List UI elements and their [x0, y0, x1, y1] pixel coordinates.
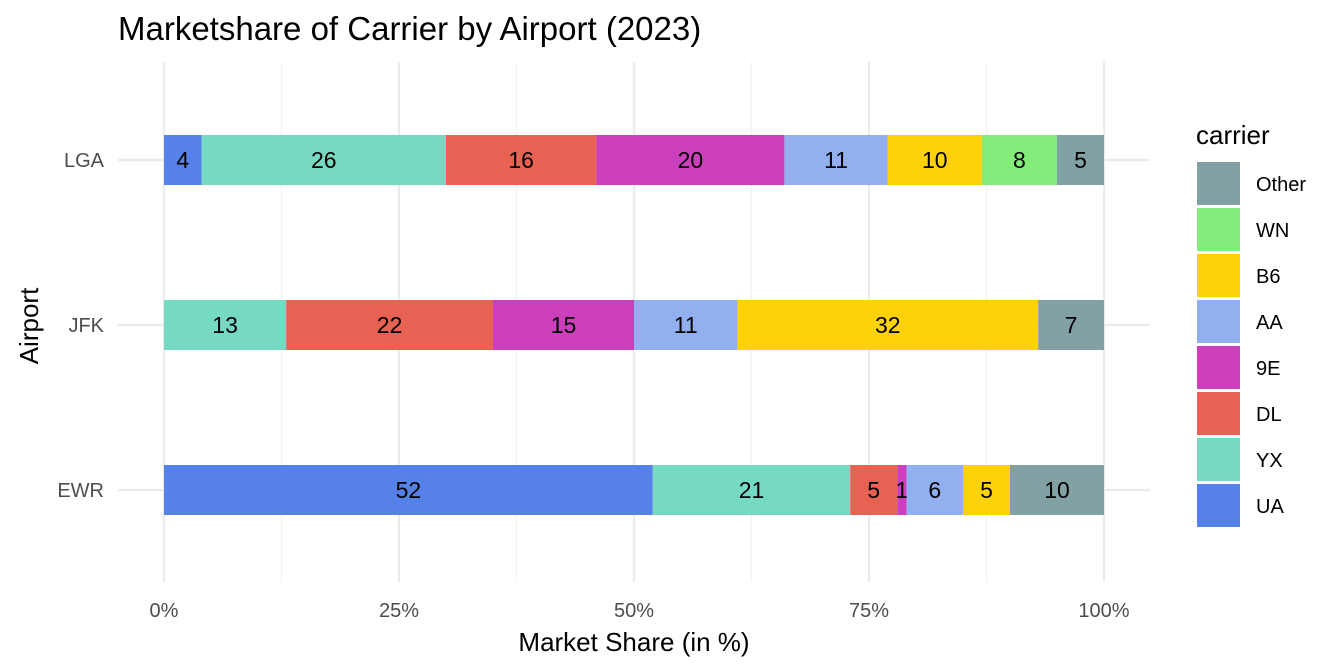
bar-label-lga-dl: 16 [508, 147, 534, 173]
legend-swatch-aa [1197, 300, 1240, 343]
y-tick-label-ewr: EWR [57, 480, 104, 502]
bar-jfk-9e [493, 300, 634, 350]
bar-label-jfk-yx: 13 [212, 312, 238, 338]
bar-lga-wn [981, 135, 1057, 185]
x-axis-ticks: 0% 25% 50% 75% 100% [150, 600, 1130, 622]
bar-label-ewr-9e: 1 [896, 477, 909, 503]
legend: carrier Other WN B6 AA 9E DL YX UA [1196, 120, 1306, 527]
bar-label-ewr-b6: 5 [980, 477, 993, 503]
chart-title: Marketshare of Carrier by Airport (2023) [118, 10, 701, 47]
y-tick-label-jfk: JFK [68, 315, 104, 337]
bar-ewr-aa [906, 465, 963, 515]
bar-label-jfk-b6: 32 [875, 312, 901, 338]
bar-label-ewr-yx: 21 [739, 477, 765, 503]
legend-label-yx: YX [1256, 450, 1283, 472]
bar-label-jfk-9e: 15 [551, 312, 577, 338]
bar-label-ewr-other: 10 [1044, 477, 1070, 503]
legend-title: carrier [1196, 120, 1270, 150]
legend-swatch-yx [1197, 438, 1240, 481]
legend-label-9e: 9E [1256, 358, 1280, 380]
bar-label-jfk-dl: 22 [377, 312, 403, 338]
bar-ewr-ua [164, 465, 653, 515]
bar-label-lga-yx: 26 [311, 147, 337, 173]
legend-label-dl: DL [1256, 404, 1282, 426]
bar-lga-dl [446, 135, 597, 185]
bars: 4 26 16 20 11 10 8 513 22 15 11 32 752 21 5 1 6 5 10 [164, 135, 1104, 515]
legend-label-b6: B6 [1256, 266, 1280, 288]
bar-label-lga-aa: 11 [824, 147, 848, 173]
bar-ewr-b6 [963, 465, 1010, 515]
bar-label-ewr-aa: 6 [928, 477, 941, 503]
legend-label-wn: WN [1256, 220, 1289, 242]
bar-ewr-9e [897, 465, 907, 515]
legend-swatch-dl [1197, 392, 1240, 435]
x-tick-label: 50% [614, 600, 654, 622]
bar-lga-b6 [887, 135, 982, 185]
bar-ewr-dl [850, 465, 898, 515]
x-tick-label: 0% [150, 600, 179, 622]
bar-label-lga-b6: 10 [922, 147, 948, 173]
bar-ewr-yx [652, 465, 851, 515]
bar-jfk-b6 [737, 300, 1039, 350]
bar-jfk-aa [634, 300, 738, 350]
x-tick-label: 75% [849, 600, 889, 622]
legend-swatch-ua [1197, 484, 1240, 527]
legend-label-other: Other [1256, 174, 1306, 196]
bar-label-ewr-ua: 52 [396, 477, 422, 503]
legend-label-ua: UA [1256, 496, 1284, 518]
bar-lga-ua [164, 135, 202, 185]
legend-label-aa: AA [1256, 312, 1283, 334]
bar-jfk-dl [286, 300, 493, 350]
x-axis-title: Market Share (in %) [518, 627, 749, 657]
bar-label-lga-other: 5 [1074, 147, 1087, 173]
x-tick-label: 25% [379, 600, 419, 622]
legend-swatch-9e [1197, 346, 1240, 389]
bar-label-lga-9e: 20 [678, 147, 704, 173]
bar-lga-other [1057, 135, 1104, 185]
y-tick-label-lga: LGA [64, 150, 105, 172]
bar-jfk-yx [164, 300, 287, 350]
bar-label-jfk-other: 7 [1065, 312, 1078, 338]
bar-lga-yx [201, 135, 446, 185]
bar-label-ewr-dl: 5 [867, 477, 880, 503]
y-axis-ticks: LGA JFK EWR [57, 150, 104, 502]
bar-label-lga-wn: 8 [1013, 147, 1026, 173]
legend-swatch-other [1197, 162, 1240, 205]
bar-lga-9e [596, 135, 785, 185]
y-axis-title: Airport [14, 287, 44, 364]
legend-swatch-wn [1197, 208, 1240, 251]
legend-swatch-b6 [1197, 254, 1240, 297]
bar-label-lga-ua: 4 [176, 147, 189, 173]
bar-jfk-other [1038, 300, 1104, 350]
bar-lga-aa [784, 135, 888, 185]
bar-label-jfk-aa: 11 [674, 312, 698, 338]
bar-ewr-other [1010, 465, 1104, 515]
x-tick-label: 100% [1078, 600, 1129, 622]
